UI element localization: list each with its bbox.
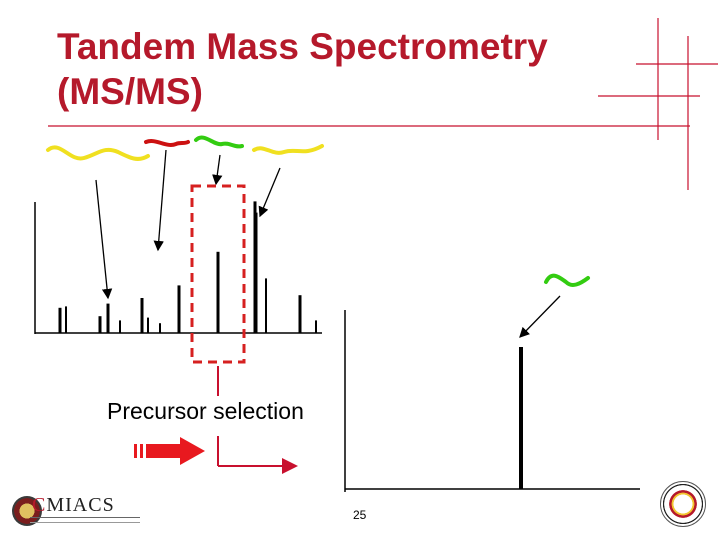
spectrum-1-peaks bbox=[58, 201, 317, 333]
spectrum-2-peak bbox=[519, 347, 523, 489]
spectrum-1-peak bbox=[119, 320, 121, 333]
slide-title: Tandem Mass Spectrometry (MS/MS) bbox=[57, 24, 548, 114]
peptide-green-1 bbox=[194, 135, 244, 149]
umiacs-logo-text: CMIACS bbox=[32, 494, 115, 516]
spectrum-1-peak bbox=[177, 285, 181, 333]
spectrum-1-peak bbox=[58, 307, 62, 333]
spectrum-1-peak bbox=[159, 323, 161, 333]
umiacs-tagline bbox=[30, 517, 140, 523]
arrow-green2-to-peak bbox=[519, 295, 561, 338]
precursor-selection-label: Precursor selection bbox=[107, 398, 304, 424]
spectrum-2-axes bbox=[344, 310, 640, 492]
peptide-yellow-2 bbox=[252, 144, 324, 155]
arrow-red-to-peak bbox=[153, 149, 167, 252]
precursor-selection-box bbox=[190, 184, 246, 364]
spectrum-1-peak bbox=[65, 306, 67, 333]
peptide-yellow-1 bbox=[46, 145, 150, 161]
peptide-red bbox=[144, 139, 190, 147]
spectrum-1-peak bbox=[298, 295, 302, 333]
precursor-connector bbox=[217, 366, 298, 474]
umiacs-seal-icon bbox=[12, 496, 42, 526]
spectrum-2-peaks bbox=[519, 347, 523, 489]
page-number: 25 bbox=[353, 508, 367, 522]
slide-title-line-1: Tandem Mass Spectrometry bbox=[57, 26, 548, 67]
decorative-grid-lines bbox=[48, 18, 718, 190]
spectrum-1-peak bbox=[265, 278, 267, 333]
arrow-green-to-peak bbox=[212, 154, 223, 186]
spectrum-1-peak bbox=[147, 317, 149, 333]
umiacs-logo: CMIACS bbox=[12, 494, 140, 528]
spectrum-1-peak bbox=[216, 251, 220, 333]
peptide-green-2 bbox=[544, 273, 590, 287]
precursor-block-arrow bbox=[134, 437, 205, 465]
spectrum-1-peak bbox=[315, 320, 317, 333]
spectrum-1-peak bbox=[253, 201, 257, 333]
spectrum-1-peak bbox=[106, 303, 110, 333]
peptide-squiggles bbox=[46, 135, 590, 287]
arrow-yellow-to-peak bbox=[95, 179, 113, 300]
arrow-yellow2-to-peak bbox=[258, 167, 281, 218]
university-seal-icon bbox=[660, 481, 706, 527]
peptide-arrows bbox=[95, 149, 561, 338]
spectrum-1-peak bbox=[98, 316, 102, 333]
spectrum-1-peak bbox=[140, 298, 144, 333]
slide-title-line-2: (MS/MS) bbox=[57, 71, 203, 112]
